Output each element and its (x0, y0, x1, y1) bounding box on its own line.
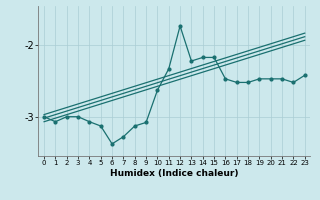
X-axis label: Humidex (Indice chaleur): Humidex (Indice chaleur) (110, 169, 239, 178)
